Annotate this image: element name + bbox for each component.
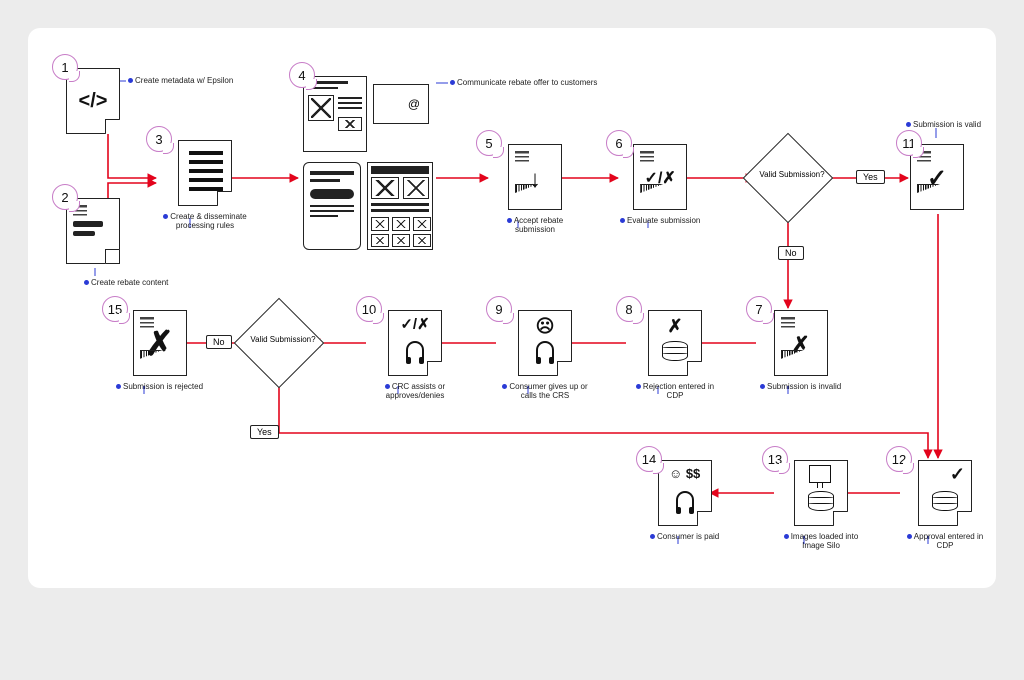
step-badge: 7 [746,296,772,322]
node-3-caption: Create & disseminate processing rules [160,212,250,230]
node-1-caption: Create metadata w/ Epsilon [128,76,233,85]
node-7: 7 ✗ Submission is invalid [760,310,841,391]
step-badge: 14 [636,446,662,472]
node-11-caption: Submission is valid [906,120,981,129]
step-badge: 2 [52,184,78,210]
doc-icon [794,460,848,526]
node-15: 15 ✗ Submission is rejected [116,310,203,391]
doc-icon: ✗ [133,310,187,376]
doc-icon: ☹ [518,310,572,376]
composite-wireframes: @ [303,76,433,256]
step-badge: 12 [886,446,912,472]
node-1: 1 </> [66,68,120,134]
step-badge: 15 [102,296,128,322]
node-8-caption: Rejection entered in CDP [630,382,720,400]
node-12: 12 ✓ Approval entered in CDP [900,460,990,550]
doc-icon: ↓ [508,144,562,210]
node-5: 5 ↓ Accept rebate submission [490,144,580,234]
decision-2: Valid Submission? [234,298,325,389]
step-badge: 11 [896,130,922,156]
node-12-caption: Approval entered in CDP [900,532,990,550]
node-14-caption: Consumer is paid [650,532,719,541]
node-13-caption: Images loaded into Image Silo [776,532,866,550]
node-2: 2 [66,198,120,264]
doc-icon: ✓/✗ [633,144,687,210]
node-10-caption: CRC assists or approves/denies [370,382,460,400]
flowchart-canvas: 1 </> Create metadata w/ Epsilon 2 Creat… [28,28,996,588]
node-3: 3 Create & disseminate processing rules [160,140,250,230]
node-4: 4 @ [303,76,433,256]
step-badge: 4 [289,62,315,88]
edge-label-yes: Yes [856,170,885,184]
edge-label-no: No [778,246,804,260]
node-9-caption: Consumer gives up or calls the CRS [500,382,590,400]
doc-icon: ✗ [648,310,702,376]
node-6: 6 ✓/✗ Evaluate submission [620,144,700,225]
node-9: 9 ☹ Consumer gives up or calls the CRS [500,310,590,400]
edge-label-yes: Yes [250,425,279,439]
node-14: 14 ☺ $$ Consumer is paid [650,460,719,541]
doc-icon: ✗ [774,310,828,376]
doc-icon [178,140,232,206]
step-badge: 5 [476,130,502,156]
node-6-caption: Evaluate submission [620,216,700,225]
step-badge: 6 [606,130,632,156]
node-10: 10 ✓/✗ CRC assists or approves/denies [370,310,460,400]
node-7-caption: Submission is invalid [760,382,841,391]
node-8: 8 ✗ Rejection entered in CDP [630,310,720,400]
step-badge: 1 [52,54,78,80]
node-13: 13 Images loaded into Image Silo [776,460,866,550]
node-4-caption: Communicate rebate offer to customers [450,78,597,87]
step-badge: 10 [356,296,382,322]
edge-label-no: No [206,335,232,349]
step-badge: 3 [146,126,172,152]
node-5-caption: Accept rebate submission [490,216,580,234]
doc-icon: ☺ $$ [658,460,712,526]
step-badge: 13 [762,446,788,472]
node-15-caption: Submission is rejected [116,382,203,391]
step-badge: 8 [616,296,642,322]
doc-icon: ✓ [918,460,972,526]
step-badge: 9 [486,296,512,322]
doc-icon: ✓/✗ [388,310,442,376]
node-11: 11 ✓ [910,144,964,210]
decision-1: Valid Submission? [743,133,834,224]
node-2-caption: Create rebate content [84,278,168,287]
